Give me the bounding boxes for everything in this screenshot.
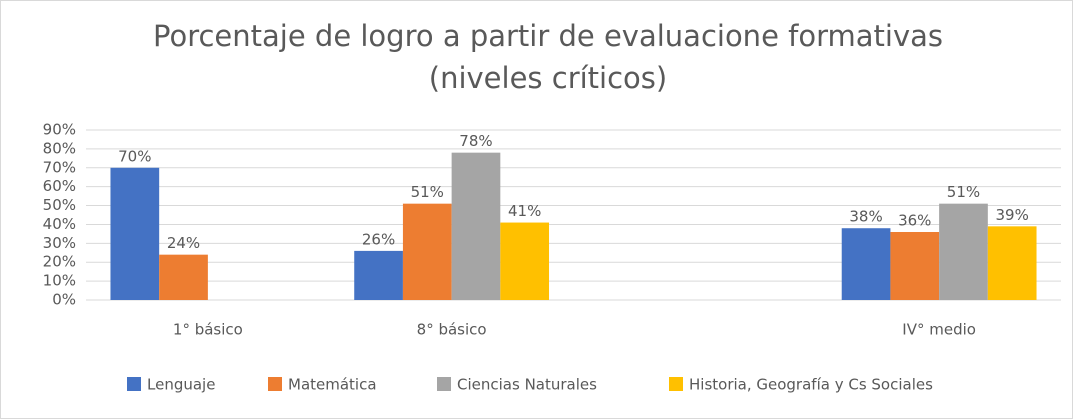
legend-label: Matemática	[288, 376, 377, 394]
bar	[890, 232, 940, 300]
bar	[939, 203, 988, 300]
legend-label: Lenguaje	[147, 376, 215, 394]
y-tick-label: 50%	[43, 196, 76, 214]
y-tick-label: 10%	[43, 272, 76, 290]
data-label: 26%	[362, 230, 395, 248]
legend-swatch	[437, 377, 451, 391]
data-label: 36%	[898, 212, 931, 230]
y-tick-label: 80%	[43, 139, 76, 157]
bar	[500, 222, 550, 300]
data-label: 41%	[508, 202, 541, 220]
legend-swatch	[268, 377, 282, 391]
bar	[987, 226, 1037, 300]
y-tick-label: 60%	[43, 177, 76, 195]
y-tick-label: 30%	[43, 234, 76, 252]
bar	[354, 250, 403, 300]
data-label: 70%	[118, 147, 151, 165]
data-label: 24%	[167, 234, 200, 252]
y-tick-label: 90%	[43, 121, 76, 139]
x-tick-label: 1° básico	[173, 321, 243, 339]
y-tick-label: 0%	[52, 291, 76, 309]
legend-swatch	[127, 377, 141, 391]
bar	[841, 228, 891, 300]
chart-title: Porcentaje de logro a partir de evaluaci…	[153, 19, 943, 53]
bar	[110, 167, 160, 300]
legend-label: Ciencias Naturales	[457, 376, 597, 394]
data-label: 51%	[411, 183, 444, 201]
y-tick-label: 20%	[43, 253, 76, 271]
x-tick-label: IV° medio	[902, 321, 976, 339]
legend-swatch	[669, 377, 683, 391]
y-tick-label: 70%	[43, 158, 76, 176]
chart-title: (niveles críticos)	[429, 61, 667, 95]
data-label: 78%	[459, 132, 492, 150]
data-label: 39%	[996, 206, 1029, 224]
y-tick-label: 40%	[43, 215, 76, 233]
x-tick-label: 8° básico	[417, 321, 487, 339]
bar	[451, 152, 501, 300]
bar	[159, 254, 208, 300]
bar	[402, 203, 452, 300]
legend-label: Historia, Geografía y Cs Sociales	[689, 376, 933, 394]
data-label: 38%	[849, 208, 882, 226]
data-label: 51%	[947, 183, 980, 201]
